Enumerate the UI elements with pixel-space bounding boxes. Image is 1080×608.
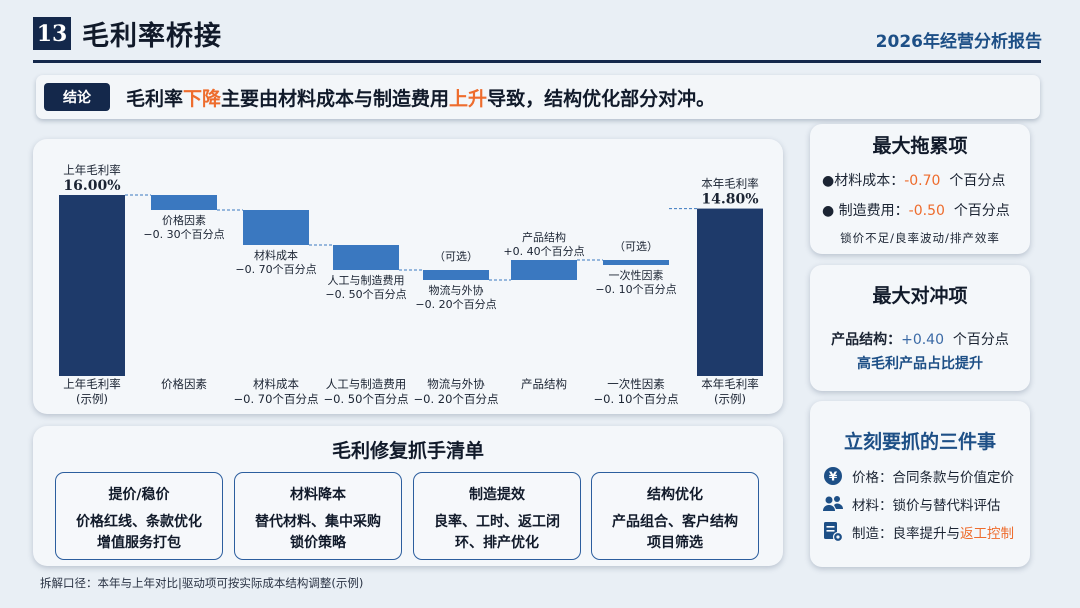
bar-label-price: 价格因素 xyxy=(162,213,206,227)
conclusion-part3: 导致，结构优化部分对冲。 xyxy=(487,87,716,110)
bar-value-price: −0. 30个百分点 xyxy=(143,228,224,241)
bar-optional-oneoff: （可选） xyxy=(614,240,658,253)
axis-label-material: 材料成本 xyxy=(253,377,299,391)
drag-note: 锁价不足/良率波动/排产效率 xyxy=(840,231,1000,245)
axis-label-price: 价格因素 xyxy=(161,377,207,391)
bar-label-material: 材料成本 xyxy=(254,248,298,262)
repair-checklist-panel: 毛利修复抓手清单 提价/稳价 价格红线、条款优化 增值服务打包 材料降本 替代材料… xyxy=(33,426,783,566)
offset-sub: 高毛利产品占比提升 xyxy=(857,356,983,372)
card-heading: 结构优化 xyxy=(647,487,703,503)
waterfall-bar-start xyxy=(59,195,125,376)
waterfall-chart-panel: 上年毛利率 16.00% 上年毛利率 (示例) 价格因素 −0. 30个百分点 价格因素 材料… xyxy=(33,139,783,414)
conclusion-part2: 主要由材料成本与制造费用 xyxy=(221,87,450,110)
bar-value-labor: −0. 50个百分点 xyxy=(325,288,406,301)
card-heading: 材料降本 xyxy=(290,487,346,503)
report-name: 2026年经营分析报告 xyxy=(875,32,1042,52)
drag-row-material: ●材料成本：-0.70 个百分点 xyxy=(822,173,1006,189)
bar-top-label-end: 本年毛利率 xyxy=(701,177,759,191)
axis-sub-labor: −0. 50个百分点 xyxy=(324,392,409,406)
page-title: 毛利率桥接 xyxy=(82,21,222,52)
bar-top-label-start: 上年毛利率 xyxy=(63,163,121,177)
card-body: 价格红线、条款优化 增值服务打包 xyxy=(76,514,202,551)
waterfall-bar-oneoff xyxy=(603,260,669,265)
people-icon xyxy=(822,493,844,515)
axis-sub-material: −0. 70个百分点 xyxy=(234,392,319,406)
conclusion-part1: 毛利率 xyxy=(126,87,184,110)
header-divider xyxy=(33,60,1041,63)
axis-label-end: 本年毛利率 xyxy=(701,377,759,391)
card-heading: 提价/稳价 xyxy=(108,487,170,503)
waterfall-bar-end xyxy=(697,208,763,376)
waterfall-bar-logistics xyxy=(423,270,489,280)
axis-label-labor: 人工与制造费用 xyxy=(326,377,407,391)
bar-value-label-end: 14.80% xyxy=(701,192,758,208)
axis-sub-logistics: −0. 20个百分点 xyxy=(414,392,499,406)
bar-optional-logistics: （可选） xyxy=(434,250,478,263)
card-body: 良率、工时、返工闭 环、排产优化 xyxy=(434,514,560,551)
axis-sub-start: (示例) xyxy=(76,392,108,406)
yen-icon: ¥ xyxy=(822,465,844,487)
svg-text:¥: ¥ xyxy=(829,470,838,484)
bar-label-oneoff: 一次性因素 xyxy=(609,268,664,282)
bar-value-material: −0. 70个百分点 xyxy=(235,263,316,276)
bar-label-labor: 人工与制造费用 xyxy=(328,273,405,287)
checklist-title: 毛利修复抓手清单 xyxy=(331,440,484,462)
checklist-card-structure: 结构优化 产品组合、客户结构 项目筛选 xyxy=(591,472,759,560)
slide-number: 13 xyxy=(33,17,71,50)
conclusion-tag: 结论 xyxy=(44,83,110,111)
bar-value-label-start: 16.00% xyxy=(63,178,120,194)
checklist-card-manufacturing: 制造提效 良率、工时、返工闭 环、排产优化 xyxy=(413,472,581,560)
bar-value-oneoff: −0. 10个百分点 xyxy=(595,283,676,296)
axis-label-logistics: 物流与外协 xyxy=(427,377,485,391)
offset-row: 产品结构：+0.40 个百分点 xyxy=(831,332,1009,348)
conclusion-bar: 结论 毛利率下降主要由材料成本与制造费用上升导致，结构优化部分对冲。 xyxy=(36,75,1040,119)
action-item-price: ¥ 价格： 合同条款与价值定价 xyxy=(822,465,1014,487)
conclusion-highlight-up: 上升 xyxy=(449,87,488,110)
axis-label-start: 上年毛利率 xyxy=(63,377,121,391)
conclusion-text: 毛利率下降主要由材料成本与制造费用上升导致，结构优化部分对冲。 xyxy=(126,84,715,111)
axis-label-oneoff: 一次性因素 xyxy=(607,377,665,391)
three-actions-panel: 立刻要抓的三件事 ¥ 价格： 合同条款与价值定价 材料： 锁价与替代料评估 制造：良… xyxy=(810,401,1030,567)
biggest-drag-panel: 最大拖累项 ●材料成本：-0.70 个百分点 ● 制造费用：-0.50 个百分点… xyxy=(810,124,1030,254)
bar-label-mix: 产品结构 xyxy=(522,230,566,244)
checklist-card-pricing: 提价/稳价 价格红线、条款优化 增值服务打包 xyxy=(55,472,223,560)
bar-value-mix: +0. 40个百分点 xyxy=(503,245,584,258)
drag-row-manufacturing: ● 制造费用：-0.50 个百分点 xyxy=(822,203,1010,219)
waterfall-bar-mix xyxy=(511,260,577,280)
axis-label-mix: 产品结构 xyxy=(521,377,567,391)
offset-title: 最大对冲项 xyxy=(872,285,968,307)
actions-title: 立刻要抓的三件事 xyxy=(843,431,996,453)
action-item-material: 材料： 锁价与替代料评估 xyxy=(822,493,1001,515)
doc-settings-icon xyxy=(822,521,844,543)
axis-sub-end: (示例) xyxy=(714,392,746,406)
bar-value-logistics: −0. 20个百分点 xyxy=(415,298,496,311)
card-heading: 制造提效 xyxy=(469,487,525,503)
bar-label-logistics: 物流与外协 xyxy=(429,283,484,297)
axis-sub-oneoff: −0. 10个百分点 xyxy=(594,392,679,406)
action-item-manufacturing: 制造： 良率提升与 返工控制 xyxy=(822,521,1014,543)
checklist-card-material: 材料降本 替代材料、集中采购 锁价策略 xyxy=(234,472,402,560)
conclusion-highlight-down: 下降 xyxy=(183,87,222,110)
waterfall-bar-price xyxy=(151,195,217,210)
footnote: 拆解口径：本年与上年对比|驱动项可按实际成本结构调整(示例) xyxy=(40,576,364,590)
waterfall-bar-material xyxy=(243,210,309,245)
waterfall-bar-labor xyxy=(333,245,399,270)
biggest-offset-panel: 最大对冲项 产品结构：+0.40 个百分点 高毛利产品占比提升 xyxy=(810,265,1030,391)
card-body: 替代材料、集中采购 锁价策略 xyxy=(255,514,381,551)
card-body: 产品组合、客户结构 项目筛选 xyxy=(612,514,738,551)
drag-title: 最大拖累项 xyxy=(872,135,968,157)
